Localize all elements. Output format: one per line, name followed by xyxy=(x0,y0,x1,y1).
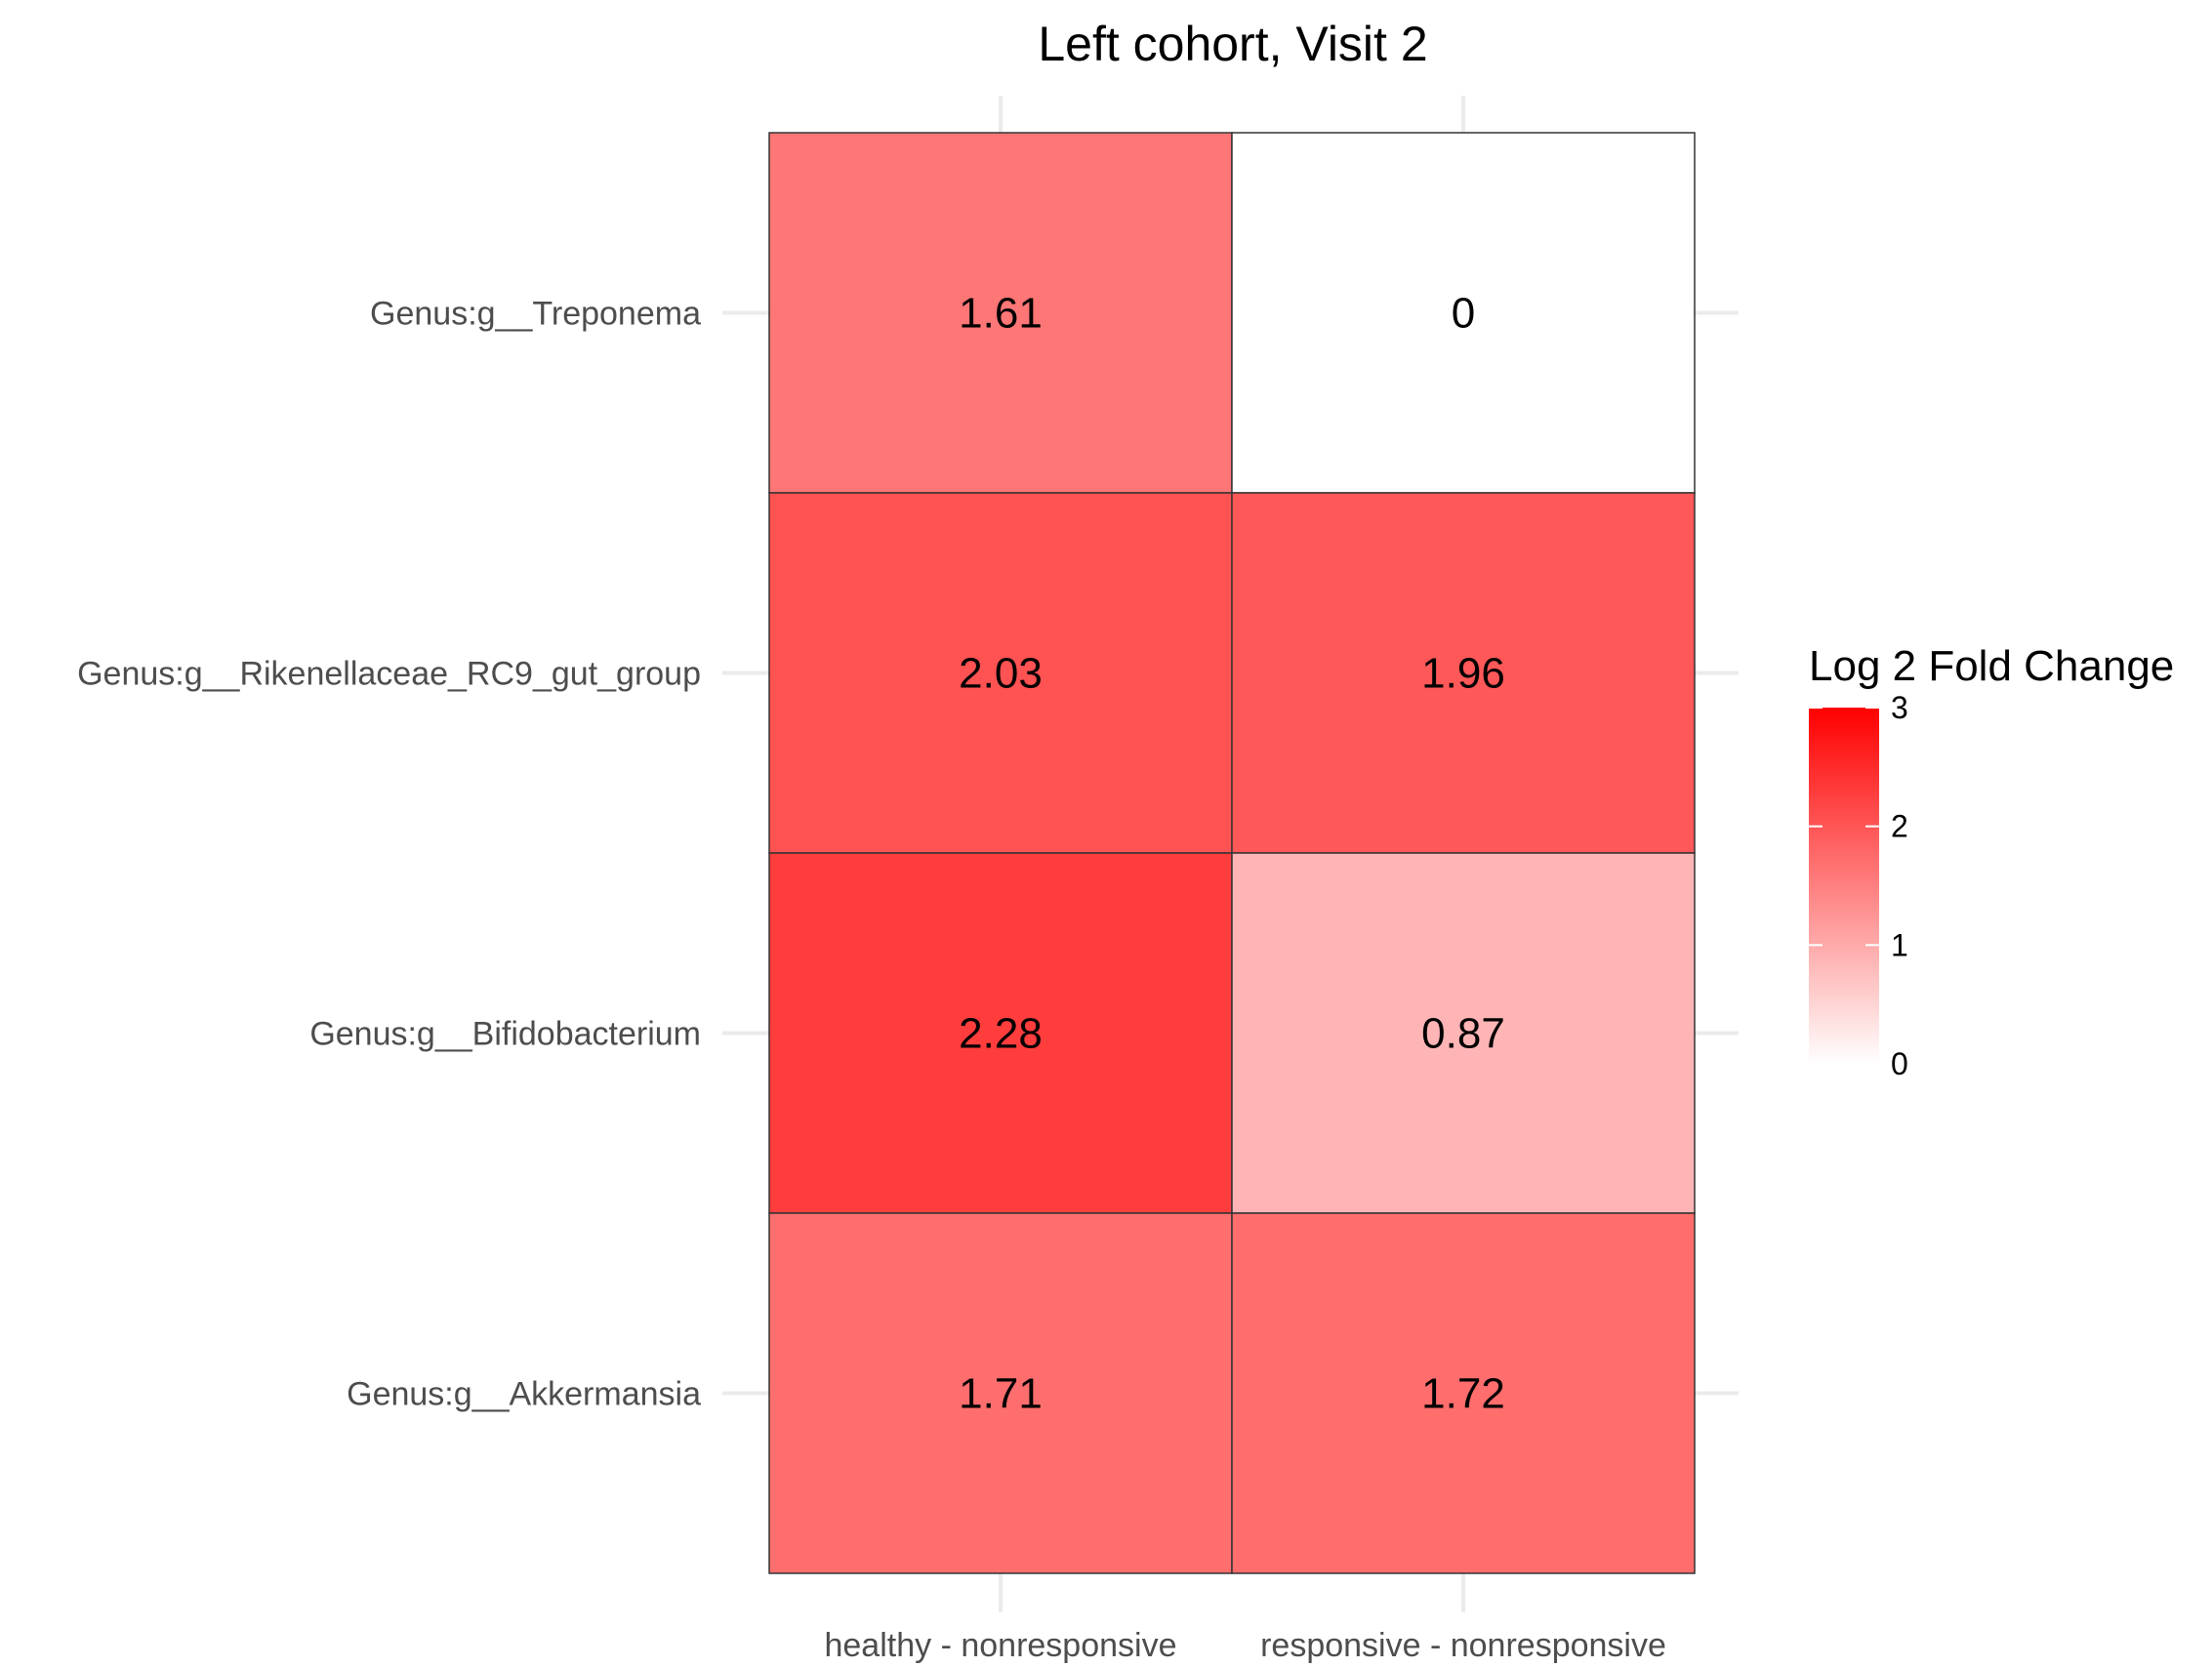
x-tick-label: responsive - nonresponsive xyxy=(1260,1627,1666,1664)
cell-value-label: 2.03 xyxy=(959,650,1043,698)
y-tick-label: Genus:g__Rikenellaceae_RC9_gut_group xyxy=(77,656,701,693)
cell-value-label: 1.61 xyxy=(959,290,1043,338)
cell-value-label: 2.28 xyxy=(959,1010,1043,1058)
y-tick-label: Genus:g__Bifidobacterium xyxy=(309,1016,701,1053)
color-legend: Log 2 Fold Change 0 1 2 3 xyxy=(1809,642,2174,1081)
heatmap-cell xyxy=(1231,492,1696,854)
cell-value-labels: 1.61 0 2.03 1.96 2.28 0.87 1.71 1.72 xyxy=(959,290,1505,1418)
cell-value-label: 0.87 xyxy=(1421,1010,1505,1058)
heatmap-cell xyxy=(1231,1212,1696,1574)
cell-value-label: 1.72 xyxy=(1421,1370,1505,1418)
legend-tick-label: 1 xyxy=(1891,927,1908,962)
legend-color-bar xyxy=(1809,708,1879,1064)
heatmap-cell xyxy=(1231,852,1696,1214)
heatmap-cell xyxy=(768,132,1233,494)
heatmap-cell xyxy=(768,492,1233,854)
x-tick-label: healthy - nonresponsive xyxy=(824,1627,1176,1664)
heatmap-cells xyxy=(768,132,1696,1574)
legend-tick-label: 2 xyxy=(1891,809,1908,844)
chart-title: Left cohort, Visit 2 xyxy=(1038,17,1427,71)
y-tick-label: Genus:g__Treponema xyxy=(370,296,701,333)
cell-value-label: 0 xyxy=(1452,290,1475,338)
legend-tick-label: 3 xyxy=(1891,690,1908,725)
heatmap-cell xyxy=(1231,132,1696,494)
x-axis-labels: healthy - nonresponsive responsive - nonr… xyxy=(824,1627,1665,1664)
cell-value-label: 1.71 xyxy=(959,1370,1043,1418)
heatmap-cell xyxy=(768,1212,1233,1574)
legend-tick-label: 0 xyxy=(1891,1046,1908,1081)
cell-value-label: 1.96 xyxy=(1421,650,1505,698)
y-axis-labels: Genus:g__Treponema Genus:g__Rikenellaceae… xyxy=(77,296,701,1413)
heatmap-cell xyxy=(768,852,1233,1214)
legend-title: Log 2 Fold Change xyxy=(1809,642,2174,690)
legend-ticks: 0 1 2 3 xyxy=(1809,690,1908,1081)
y-tick-label: Genus:g__Akkermansia xyxy=(347,1376,701,1413)
